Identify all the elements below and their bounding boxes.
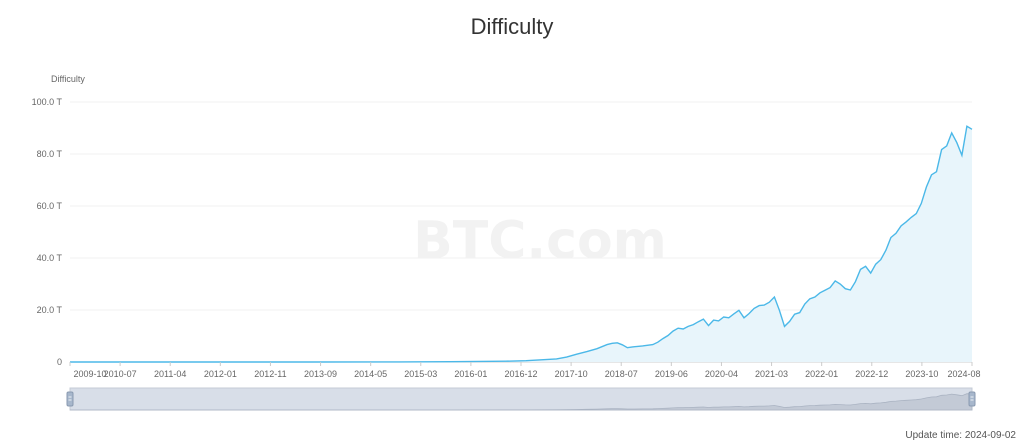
y-tick-label: 80.0 T [37, 149, 63, 159]
y-tick-label: 100.0 T [32, 97, 63, 107]
y-tick-label: 0 [57, 357, 62, 367]
zoom-handle-grip[interactable] [66, 391, 74, 407]
x-tick-label: 2022-01 [805, 369, 838, 379]
x-tick-label: 2011-04 [154, 369, 186, 379]
x-tick-label: 2019-06 [655, 369, 688, 379]
y-tick-label: 20.0 T [37, 305, 63, 315]
update-time-value: 2024-09-02 [964, 430, 1016, 441]
x-tick-label: 2021-03 [755, 369, 788, 379]
difficulty-area [70, 126, 972, 362]
y-tick-label: 40.0 T [37, 253, 63, 263]
x-tick-label: 2024-08 [947, 369, 980, 379]
x-tick-label: 2012-11 [254, 369, 286, 379]
data-zoom-slider[interactable] [66, 387, 976, 411]
x-tick-label: 2009-10 [73, 369, 106, 379]
x-tick-label: 2016-12 [504, 369, 537, 379]
y-axis-label: Difficulty [51, 74, 85, 84]
x-tick-label: 2017-10 [555, 369, 588, 379]
zoom-handle-right[interactable] [968, 391, 976, 407]
update-time-label: Update time: [905, 430, 963, 441]
x-tick-label: 2018-07 [605, 369, 638, 379]
x-tick-label: 2010-07 [104, 369, 137, 379]
difficulty-line [70, 125, 973, 363]
chart-title: Difficulty [470, 14, 554, 39]
x-tick-label: 2020-04 [705, 369, 738, 379]
x-tick-label: 2022-12 [855, 369, 888, 379]
x-tick-label: 2013-09 [304, 369, 337, 379]
zoom-slider-preview [70, 393, 973, 411]
update-time: Update time: 2024-09-02 [905, 430, 1016, 441]
zoom-handle-left[interactable] [66, 391, 74, 407]
zoom-handle-grip[interactable] [968, 391, 976, 407]
y-axis-ticks: 0 20.0 T 40.0 T 60.0 T 80.0 T 100.0 T [32, 97, 63, 367]
x-tick-label: 2023-10 [905, 369, 938, 379]
y-tick-label: 60.0 T [37, 201, 63, 211]
x-tick-label: 2015-03 [404, 369, 437, 379]
x-tick-label: 2014-05 [354, 369, 387, 379]
watermark: BTC.com [413, 211, 667, 271]
x-tick-label: 2012-01 [204, 369, 237, 379]
x-tick-label: 2016-01 [454, 369, 487, 379]
